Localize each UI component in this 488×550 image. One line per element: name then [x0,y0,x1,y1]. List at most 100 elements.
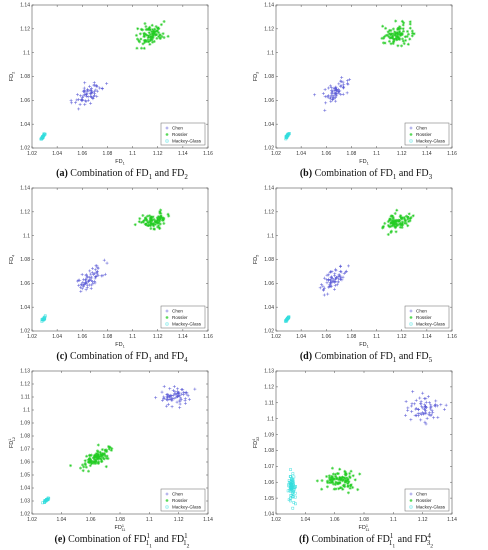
y-tick-label: 1.1 [267,50,274,56]
point-chen [87,89,91,93]
point-rossler [401,37,405,41]
point-chen [421,411,425,415]
point-chen [338,269,342,273]
point-chen [94,88,98,92]
point-rossler [151,40,155,44]
term-base: FD [171,534,184,545]
point-rossler [86,460,90,464]
y-tick-label: 1.11 [21,395,31,401]
caption-and: and [154,534,168,545]
x-tick-label: 1.04 [296,151,306,157]
point-rossler [390,219,394,223]
point-rossler [396,36,400,40]
caption-prefix: Combination of [311,534,375,545]
point-rossler [397,218,401,222]
x-tick-label: 1.08 [115,517,125,523]
y-tick-label: 1.08 [264,257,274,263]
point-rossler [315,479,319,483]
point-rossler [325,479,329,483]
point-mackey-glass [41,501,44,505]
point-rossler [136,27,140,31]
term-sub2: 2 [430,544,433,549]
point-rossler [167,214,171,218]
point-chen [172,385,176,389]
scatter-panel-f: 1.02 1.04 1.06 1.08 1.1 1.12 1.141.041.051.061… [252,369,457,549]
point-chen [103,272,107,276]
point-chen [424,400,428,404]
point-rossler [386,223,390,227]
legend-entry: Chen [172,492,183,497]
point-chen [78,102,82,106]
point-rossler [388,217,392,221]
x-tick-label: 1.04 [300,517,310,523]
point-mackey-glass [41,136,45,139]
y-tick-label: 1.1 [267,233,274,239]
point-rossler [334,474,338,478]
point-rossler [137,220,141,224]
point-rossler [144,28,148,32]
point-rossler [334,487,338,491]
point-rossler [331,472,335,476]
point-rossler [408,219,412,223]
point-rossler [343,471,347,475]
point-chen [340,75,344,79]
point-rossler [157,35,161,39]
point-chen [416,407,420,411]
point-rossler [331,480,335,484]
y-tick-label: 1.08 [264,74,274,80]
y-tick-label: 1.08 [20,257,30,263]
point-rossler [400,19,404,23]
point-rossler [330,466,334,470]
point-rossler [139,220,143,224]
point-chen [88,84,92,88]
point-rossler [392,218,396,222]
point-chen [338,277,342,281]
point-rossler [142,38,146,42]
point-rossler [406,215,410,219]
point-rossler [99,457,103,461]
legend-box [404,305,450,329]
point-chen [86,87,90,91]
point-rossler [337,487,341,491]
y-axis-label: FD2​ [9,72,16,81]
point-chen [337,82,341,86]
point-chen [341,85,345,89]
point-chen [82,283,86,287]
x-tick-label: 1.08 [347,151,357,157]
legend-entry: Rossler [416,498,432,503]
point-rossler [146,221,150,225]
point-rossler [147,34,151,38]
point-chen [322,293,326,297]
term-base: FD [9,74,15,81]
point-chen [80,97,84,101]
x-tick-label: 1.08 [359,517,369,523]
point-rossler [105,456,109,460]
point-chen [90,86,94,90]
point-rossler [137,40,141,44]
point-rossler [150,38,154,42]
term-sub: 3 [429,173,433,181]
legend-entry: Mackey-Glass [416,139,446,144]
point-rossler [331,482,335,486]
point-rossler [394,36,398,40]
point-chen [78,94,82,98]
point-rossler [104,465,108,469]
term-sub: 4 [12,254,16,257]
legend-entry: Chen [416,492,427,497]
point-rossler [96,454,100,458]
x-tick-label: 1.1 [390,517,397,523]
point-mackey-glass [288,475,292,478]
point-rossler [346,491,350,495]
point-chen [101,274,105,278]
point-chen [426,395,430,399]
point-chen [333,287,336,291]
point-rossler [134,33,138,37]
point-rossler [391,32,395,36]
point-chen [81,284,85,288]
y-tick-label: 1.14 [20,3,30,9]
point-rossler [381,225,385,229]
point-rossler [332,477,336,481]
y-tick-label: 1.12 [264,27,274,33]
term-sub: 5 [256,255,260,257]
